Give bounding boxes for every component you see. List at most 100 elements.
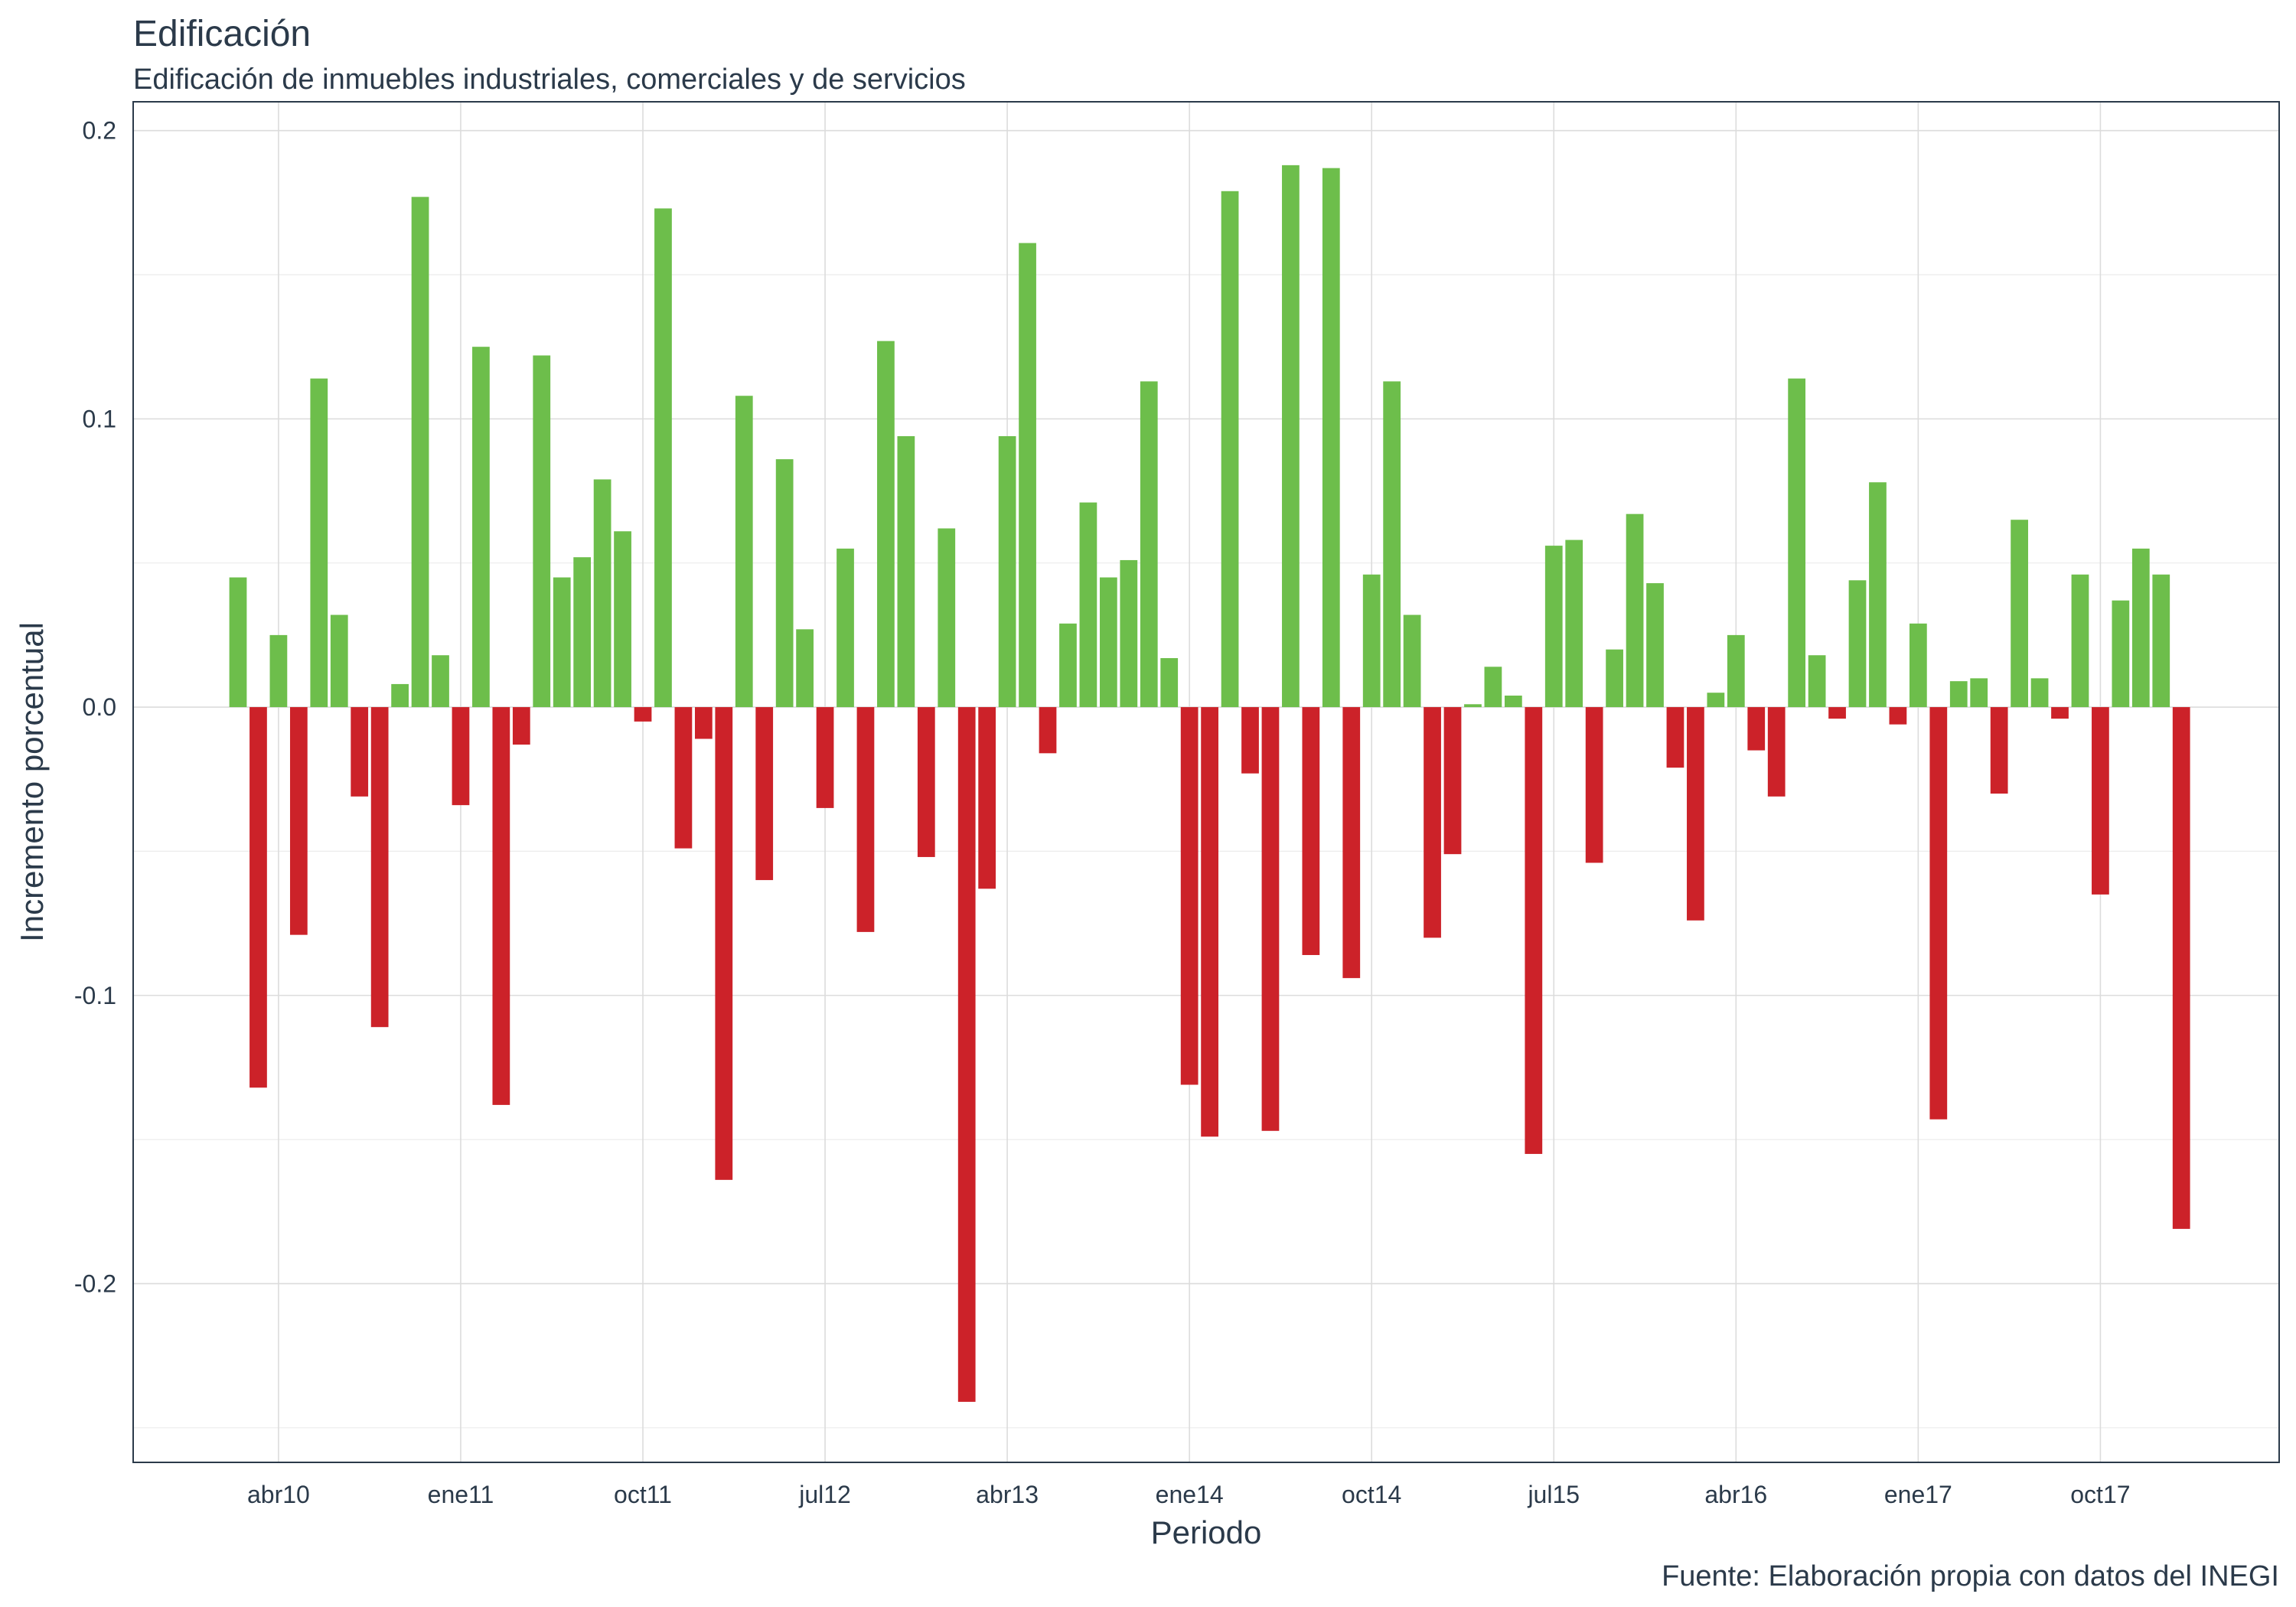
bar bbox=[2112, 600, 2130, 708]
bar bbox=[1221, 191, 1239, 708]
bar bbox=[1484, 667, 1502, 708]
bar bbox=[1707, 693, 1725, 708]
bar bbox=[1626, 513, 1644, 708]
bar bbox=[1687, 707, 1704, 921]
bar bbox=[2131, 548, 2150, 708]
bar bbox=[1342, 707, 1361, 979]
bar bbox=[1869, 482, 1887, 708]
bar bbox=[1889, 707, 1907, 725]
bar bbox=[472, 347, 490, 708]
bar bbox=[1059, 623, 1077, 708]
bar bbox=[755, 707, 774, 881]
bar bbox=[512, 707, 530, 745]
y-tick-label: 0.0 bbox=[83, 693, 116, 721]
bar bbox=[1808, 655, 1826, 708]
bar bbox=[1565, 539, 1583, 708]
bar bbox=[917, 707, 935, 857]
y-tick-label: -0.1 bbox=[74, 982, 116, 1009]
bar bbox=[654, 208, 672, 708]
bar bbox=[1424, 707, 1441, 938]
bar bbox=[310, 378, 328, 708]
bar bbox=[715, 707, 733, 1180]
bar bbox=[837, 548, 854, 708]
bar bbox=[877, 341, 895, 708]
bar bbox=[2030, 678, 2049, 708]
x-tick-label: jul12 bbox=[798, 1481, 851, 1508]
bar bbox=[1747, 707, 1766, 751]
x-tick-label: abr13 bbox=[976, 1481, 1039, 1508]
bar bbox=[533, 355, 551, 708]
bar bbox=[957, 707, 976, 1402]
bar bbox=[2051, 707, 2069, 719]
y-axis-ticks: 0.2 0.1 0.0 -0.1 -0.2 bbox=[74, 117, 116, 1298]
bar bbox=[1464, 704, 1482, 708]
bar bbox=[1525, 707, 1543, 1154]
bar bbox=[1282, 165, 1300, 708]
x-tick-label: jul15 bbox=[1527, 1481, 1580, 1508]
bar bbox=[1302, 707, 1320, 956]
bar bbox=[1019, 243, 1036, 708]
bar bbox=[573, 557, 592, 708]
bar bbox=[269, 634, 288, 708]
bar bbox=[351, 707, 369, 797]
bar bbox=[1909, 623, 1927, 708]
bar bbox=[1079, 502, 1097, 708]
bar bbox=[856, 707, 875, 932]
x-tick-label: ene11 bbox=[428, 1481, 494, 1508]
bar bbox=[796, 629, 814, 708]
bar bbox=[816, 707, 834, 808]
y-tick-label: 0.1 bbox=[83, 405, 116, 432]
bar bbox=[1120, 559, 1138, 708]
bar bbox=[1241, 707, 1259, 774]
x-tick-label: ene17 bbox=[1884, 1481, 1952, 1508]
bar bbox=[1727, 634, 1745, 708]
panel-border bbox=[132, 101, 2280, 1463]
bar bbox=[1848, 580, 1867, 708]
bar bbox=[1039, 707, 1057, 754]
bar bbox=[1666, 707, 1684, 768]
y-axis-title: Incremento porcentual bbox=[14, 622, 50, 942]
bar bbox=[735, 396, 753, 708]
bar bbox=[1788, 378, 1806, 708]
bar bbox=[674, 707, 693, 849]
bar bbox=[553, 577, 571, 708]
chart-subtitle: Edificación de inmuebles industriales, c… bbox=[133, 64, 966, 96]
bar bbox=[1403, 614, 1421, 708]
bar bbox=[1201, 707, 1218, 1137]
bar bbox=[1949, 681, 1968, 708]
bar bbox=[694, 707, 713, 739]
bar bbox=[2172, 707, 2190, 1229]
bar bbox=[998, 435, 1016, 708]
bar bbox=[938, 528, 956, 708]
bar bbox=[432, 655, 449, 708]
y-tick-label: 0.2 bbox=[83, 117, 116, 145]
x-tick-label: abr16 bbox=[1704, 1481, 1767, 1508]
bar bbox=[1767, 707, 1786, 797]
bar bbox=[1544, 546, 1563, 708]
chart-caption: Fuente: Elaboración propia con datos del… bbox=[1662, 1560, 2279, 1592]
x-tick-label: abr10 bbox=[247, 1481, 310, 1508]
bar bbox=[1504, 695, 1522, 708]
x-axis-title: Periodo bbox=[1151, 1514, 1262, 1550]
bars bbox=[229, 165, 2190, 1402]
bar bbox=[2092, 707, 2109, 895]
bar bbox=[634, 707, 652, 722]
bar bbox=[411, 197, 429, 708]
bar bbox=[229, 577, 247, 708]
bar bbox=[1646, 583, 1664, 708]
bar bbox=[1261, 707, 1280, 1131]
x-tick-label: oct11 bbox=[614, 1481, 672, 1508]
x-axis-ticks: abr10 ene11 oct11 jul12 abr13 ene14 oct14 jul15… bbox=[247, 1481, 2131, 1508]
bar bbox=[897, 435, 915, 708]
bar bbox=[1383, 381, 1401, 708]
bar bbox=[978, 707, 996, 889]
chart-title: Edificación bbox=[133, 14, 311, 54]
bar bbox=[1585, 707, 1603, 863]
bar bbox=[2011, 520, 2028, 708]
bar bbox=[452, 707, 470, 806]
bar bbox=[614, 531, 631, 708]
bar bbox=[775, 459, 794, 708]
bar bbox=[1140, 381, 1158, 708]
x-tick-label: oct17 bbox=[2070, 1481, 2130, 1508]
